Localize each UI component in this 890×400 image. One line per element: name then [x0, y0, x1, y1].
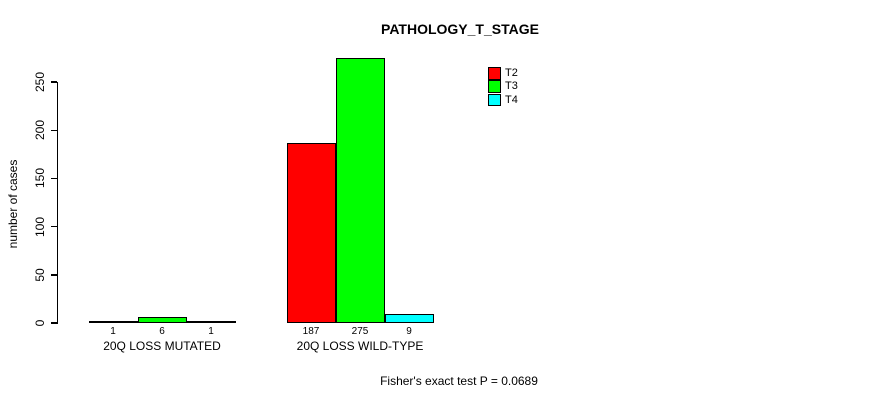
- bar-value-label: 1: [208, 326, 214, 337]
- y-axis-tick-label: 250: [33, 72, 47, 93]
- legend-swatch-t4: [488, 93, 501, 107]
- y-axis-tick-label: 50: [33, 268, 47, 282]
- bar-value-label: 9: [406, 326, 412, 337]
- y-axis-tick: [51, 177, 57, 180]
- legend-label-t3: T3: [505, 80, 518, 93]
- y-axis-tick-label: 200: [33, 120, 47, 141]
- y-axis-tick-label: 0: [33, 319, 47, 327]
- bar-t2-group2: [286, 143, 336, 323]
- x-axis-category-label: 20Q LOSS WILD-TYPE: [296, 339, 424, 353]
- y-axis-tick: [51, 274, 57, 276]
- bar-t4-group1: [186, 321, 236, 323]
- legend-label-t4: T4: [505, 93, 518, 106]
- y-axis-title: number of cases: [6, 159, 20, 249]
- bar-value-label: 1: [110, 326, 116, 337]
- bar-t3-group1: [137, 317, 187, 323]
- y-axis-tick-label: 150: [33, 168, 47, 189]
- chart-title: PATHOLOGY_T_STAGE: [381, 21, 539, 37]
- bar-value-label: 6: [159, 326, 165, 337]
- y-axis-tick-label: 100: [33, 216, 47, 237]
- y-axis-tick: [51, 81, 57, 83]
- bar-t4-group2: [384, 314, 434, 323]
- legend-label-t2: T2: [505, 67, 518, 79]
- bar-t2-group1: [88, 321, 138, 323]
- bar-value-label: 187: [302, 326, 320, 337]
- legend-swatch-t2: [488, 67, 501, 80]
- y-axis-tick: [51, 225, 57, 228]
- y-axis-line: [57, 82, 59, 324]
- y-axis-tick: [51, 129, 57, 131]
- bar-t3-group2: [335, 58, 385, 323]
- x-axis-category-label: 20Q LOSS MUTATED: [103, 339, 221, 353]
- annotation-pvalue: Fisher's exact test P = 0.0689: [380, 374, 538, 388]
- y-axis-tick: [51, 322, 57, 324]
- bar-value-label: 275: [351, 326, 369, 337]
- legend-swatch-t3: [488, 80, 501, 93]
